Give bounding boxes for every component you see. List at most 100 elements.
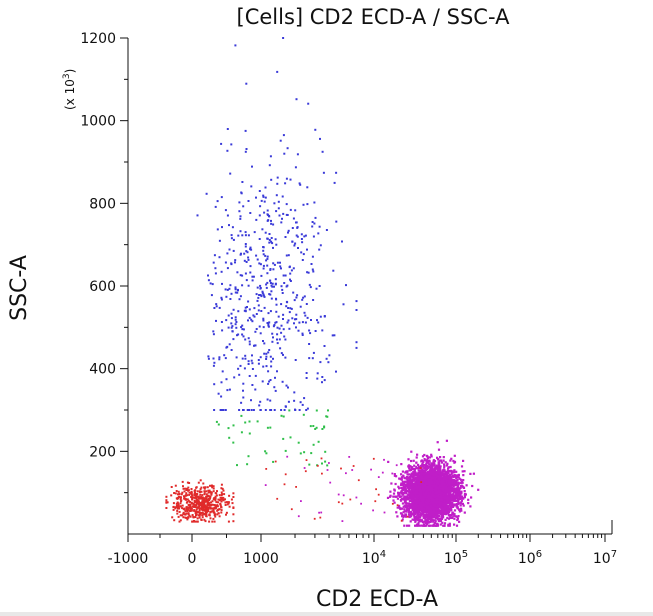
granulocytes-point xyxy=(275,298,278,301)
negative_debris-point xyxy=(184,510,187,513)
cd2_positive-point xyxy=(443,491,447,494)
cd2_positive-point xyxy=(426,505,429,508)
cd2_positive-point xyxy=(438,461,441,464)
granulocytes-point xyxy=(234,261,236,264)
cd2_positive-point xyxy=(403,524,406,527)
granulocytes-point xyxy=(279,347,282,350)
negative_debris-point xyxy=(218,515,221,518)
cd2_positive-point xyxy=(426,456,429,459)
granulocytes-point xyxy=(234,318,237,321)
granulocytes-point xyxy=(281,195,284,198)
granulocytes-point xyxy=(287,307,290,309)
cd2_positive-point xyxy=(423,511,426,514)
cd2_positive-point xyxy=(431,470,435,473)
granulocytes-point xyxy=(234,316,237,319)
negative_debris-point xyxy=(194,516,197,518)
cd2_positive-point xyxy=(426,513,429,516)
cd2_positive-point xyxy=(427,478,430,481)
granulocytes-point xyxy=(250,248,253,251)
granulocytes-point xyxy=(284,356,287,359)
granulocytes-point xyxy=(308,329,311,332)
cd2_positive-point xyxy=(411,502,414,505)
granulocytes-point xyxy=(221,409,224,411)
negative_debris-point xyxy=(215,494,218,497)
granulocytes-point xyxy=(355,309,358,311)
negative_debris-point xyxy=(198,505,201,508)
cd2_positive-point xyxy=(455,470,458,473)
cd2_positive-point xyxy=(415,495,418,498)
negative_debris-point xyxy=(220,506,223,509)
granulocytes-point xyxy=(244,357,247,360)
negative_debris-point xyxy=(207,489,210,492)
cd2_positive-point xyxy=(416,501,419,505)
granulocytes-point xyxy=(238,409,241,411)
cd2_positive-point xyxy=(460,507,463,510)
granulocytes-point xyxy=(300,233,303,236)
cd2_positive-point xyxy=(449,474,452,477)
cd2_positive-point xyxy=(441,461,444,464)
cd2_positive-point xyxy=(403,508,406,511)
cd2_positive-point xyxy=(455,480,458,483)
cd2_positive-point xyxy=(419,469,422,472)
cd2_positive-point xyxy=(427,461,430,464)
negative_debris-point xyxy=(201,511,204,514)
cd2_positive-point xyxy=(410,506,413,509)
granulocytes-point xyxy=(301,403,304,406)
cd2_positive-point xyxy=(422,501,425,504)
cd2_positive-point xyxy=(432,498,435,501)
granulocytes-point xyxy=(224,357,227,360)
negative_debris-point xyxy=(205,515,208,518)
negative_debris-point xyxy=(216,490,218,493)
negative_debris-point xyxy=(208,489,211,492)
cd2_positive-point xyxy=(437,448,441,451)
granulocytes-point xyxy=(282,212,285,215)
cd2_positive-point xyxy=(434,517,438,520)
granulocytes-point xyxy=(289,272,292,275)
cd2_positive-point xyxy=(458,520,461,523)
cd2_positive-point xyxy=(456,493,459,496)
cd2_positive-point xyxy=(430,508,433,511)
cd2_positive-point xyxy=(443,463,446,466)
granulocytes-point xyxy=(261,291,264,294)
cd2_positive-point xyxy=(447,524,450,527)
negative_debris-point xyxy=(206,486,209,489)
cd2_positive-point xyxy=(410,494,413,498)
cd2_positive-point xyxy=(420,507,423,510)
granulocytes-point xyxy=(277,207,280,210)
cd2_positive-point xyxy=(440,496,443,499)
granulocytes-point xyxy=(247,256,250,259)
granulocytes-point xyxy=(301,334,304,336)
granulocytes-point xyxy=(278,327,281,330)
cd2_positive-point xyxy=(458,508,461,511)
granulocytes-point xyxy=(259,356,262,359)
granulocytes-point xyxy=(211,283,214,286)
cd2_positive-point xyxy=(458,477,461,480)
cd2_positive-point xyxy=(427,466,430,470)
cd2_positive-point xyxy=(435,489,438,492)
granulocytes-point xyxy=(205,192,208,195)
cd2_positive-point xyxy=(416,475,419,478)
cd2_positive-point xyxy=(407,483,410,486)
cd2_positive-point xyxy=(415,467,418,470)
cd2_positive-point xyxy=(442,509,445,512)
cd2_positive-point xyxy=(447,493,450,496)
cd2_positive-point xyxy=(417,482,420,485)
cd2_positive-point xyxy=(425,505,428,508)
granulocytes-point xyxy=(220,395,223,398)
granulocytes-point xyxy=(265,259,268,262)
cd2_positive-point xyxy=(422,480,425,483)
cd2_positive-point xyxy=(409,485,412,488)
cd2_positive-point xyxy=(432,485,435,488)
transitional-point xyxy=(282,437,285,440)
granulocytes-point xyxy=(215,305,218,308)
cd2_positive-point xyxy=(426,517,429,520)
negative_debris-point xyxy=(210,493,213,496)
granulocytes-point xyxy=(291,317,294,320)
granulocytes-point xyxy=(213,307,216,309)
granulocytes-point xyxy=(260,274,263,277)
granulocytes-point xyxy=(269,155,272,158)
cd2_positive-point xyxy=(428,474,432,477)
granulocytes-point xyxy=(229,284,232,287)
granulocytes-point xyxy=(263,306,266,309)
cd2_positive-point xyxy=(438,475,441,478)
